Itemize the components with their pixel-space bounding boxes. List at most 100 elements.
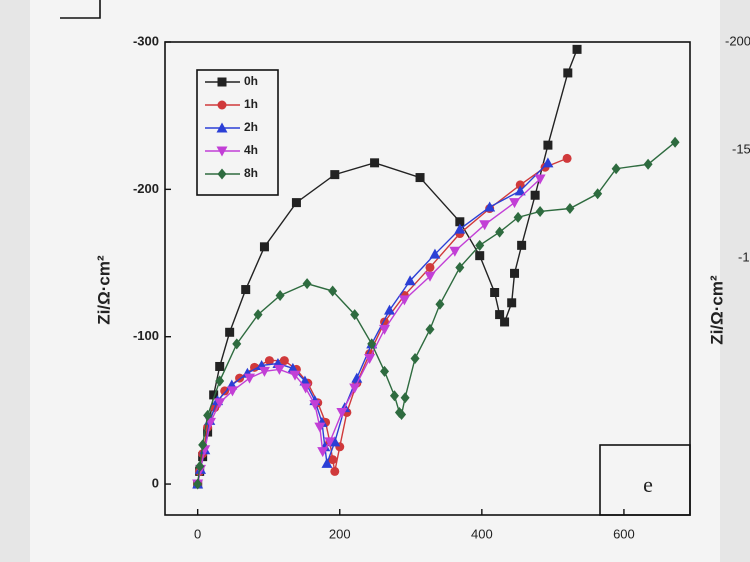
data-point bbox=[534, 174, 546, 185]
data-point bbox=[198, 439, 208, 451]
data-point bbox=[330, 170, 340, 180]
data-point bbox=[383, 304, 395, 315]
data-point bbox=[479, 220, 491, 231]
data-point bbox=[484, 201, 496, 212]
data-point bbox=[455, 217, 465, 227]
data-point bbox=[329, 436, 341, 447]
data-point bbox=[300, 383, 312, 394]
data-point bbox=[258, 366, 270, 377]
data-point bbox=[309, 400, 321, 411]
data-point bbox=[454, 223, 466, 234]
data-point bbox=[364, 354, 376, 365]
data-point bbox=[509, 198, 521, 209]
data-point bbox=[398, 295, 410, 306]
x-tick-label: 200 bbox=[329, 526, 351, 541]
data-point bbox=[330, 466, 340, 476]
x-tick-label: 400 bbox=[471, 526, 493, 541]
right-panel-tick: -15 bbox=[732, 141, 750, 156]
data-point bbox=[321, 457, 333, 468]
data-point bbox=[370, 158, 380, 168]
y-tick-label: 0 bbox=[152, 475, 159, 490]
data-point bbox=[517, 240, 527, 250]
data-point bbox=[572, 44, 582, 54]
data-point bbox=[232, 338, 242, 350]
data-point bbox=[273, 364, 285, 375]
y-tick-label: -100 bbox=[133, 328, 159, 343]
data-point bbox=[530, 190, 540, 200]
data-point bbox=[510, 268, 520, 278]
data-point bbox=[302, 278, 312, 290]
data-point bbox=[314, 422, 326, 433]
y-tick-label: -200 bbox=[133, 181, 159, 196]
data-point bbox=[475, 251, 485, 261]
data-point bbox=[259, 242, 269, 252]
data-point bbox=[500, 317, 510, 327]
legend-marker bbox=[217, 77, 227, 87]
x-tick-label: 0 bbox=[194, 526, 201, 541]
data-point bbox=[349, 383, 361, 394]
data-point bbox=[565, 203, 575, 215]
data-point bbox=[279, 356, 289, 366]
panel-label: e bbox=[643, 472, 653, 497]
data-point bbox=[415, 173, 425, 183]
legend-marker bbox=[217, 168, 227, 180]
data-point bbox=[429, 248, 441, 259]
data-point bbox=[241, 285, 251, 295]
data-point bbox=[424, 271, 436, 282]
data-point bbox=[507, 298, 517, 308]
data-point bbox=[226, 386, 238, 397]
data-point bbox=[215, 375, 225, 387]
data-point bbox=[643, 158, 653, 170]
data-point bbox=[367, 338, 377, 350]
data-point bbox=[193, 478, 203, 490]
data-point bbox=[475, 239, 485, 251]
data-point bbox=[495, 226, 505, 238]
data-point bbox=[542, 157, 554, 168]
data-point bbox=[225, 327, 235, 337]
data-point bbox=[535, 205, 545, 217]
data-point bbox=[455, 261, 465, 273]
legend-label: 1h bbox=[244, 97, 258, 111]
data-point bbox=[336, 407, 348, 418]
data-point bbox=[670, 136, 680, 148]
data-point bbox=[328, 455, 338, 465]
data-point bbox=[214, 398, 226, 409]
data-point bbox=[287, 362, 299, 373]
data-point bbox=[593, 188, 603, 200]
data-point bbox=[495, 310, 505, 320]
data-point bbox=[563, 68, 573, 78]
data-point bbox=[317, 447, 329, 458]
data-point bbox=[425, 262, 435, 272]
data-point bbox=[490, 287, 500, 297]
data-point bbox=[397, 409, 407, 421]
right-panel-tick: -1 bbox=[738, 249, 750, 264]
y-tick-label: -300 bbox=[133, 33, 159, 48]
right-panel-tick: -200 bbox=[725, 33, 750, 48]
data-point bbox=[264, 356, 274, 366]
corner-frame bbox=[60, 0, 101, 19]
data-point bbox=[611, 163, 621, 175]
data-point bbox=[449, 246, 461, 257]
legend-label: 8h bbox=[244, 166, 258, 180]
data-point bbox=[291, 198, 301, 208]
right-panel-y-label: Zi/Ω·cm² bbox=[707, 275, 726, 345]
x-tick-label: 600 bbox=[613, 526, 635, 541]
data-point bbox=[389, 390, 399, 402]
data-point bbox=[253, 309, 263, 321]
panel-label-box bbox=[599, 444, 691, 516]
paper bbox=[30, 0, 720, 562]
data-point bbox=[562, 153, 572, 163]
data-point bbox=[350, 309, 360, 321]
data-point bbox=[543, 140, 553, 150]
data-point bbox=[289, 370, 301, 381]
data-point bbox=[203, 409, 213, 421]
legend-label: 0h bbox=[244, 74, 258, 88]
data-point bbox=[209, 390, 219, 400]
legend-marker bbox=[216, 122, 228, 133]
data-point bbox=[244, 373, 256, 384]
data-point bbox=[404, 275, 416, 286]
data-point bbox=[515, 180, 525, 190]
data-point bbox=[410, 353, 420, 365]
